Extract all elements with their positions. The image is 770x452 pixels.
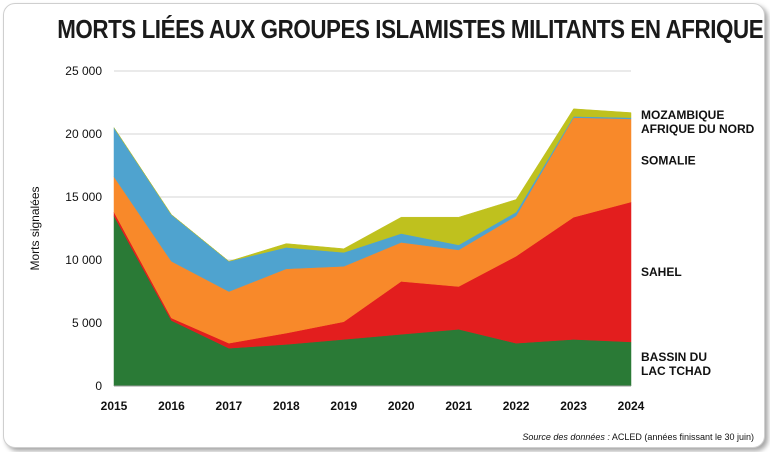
x-tick-label: 2023 (560, 399, 587, 413)
series-label: AFRIQUE DU NORD (641, 122, 755, 136)
y-tick-label: 25 000 (65, 64, 102, 78)
x-tick-label: 2018 (273, 399, 300, 413)
source-text: ACLED (années finissant le 30 juin) (609, 432, 754, 442)
y-tick-label: 20 000 (65, 127, 102, 141)
x-tick-label: 2016 (158, 399, 185, 413)
series-label: MOZAMBIQUE (641, 108, 724, 122)
x-tick-label: 2022 (503, 399, 530, 413)
chart-title: MORTS LIÉES AUX GROUPES ISLAMISTES MILIT… (57, 14, 764, 44)
y-tick-label: 15 000 (65, 190, 102, 204)
x-tick-label: 2021 (445, 399, 472, 413)
series-label: LAC TCHAD (641, 364, 711, 378)
area-mozambique (113, 108, 632, 262)
chart-frame: MORTS LIÉES AUX GROUPES ISLAMISTES MILIT… (3, 3, 765, 448)
y-tick-label: 0 (95, 379, 102, 393)
y-axis-label: Morts signalées (28, 186, 42, 270)
series-label: SOMALIE (641, 153, 696, 167)
y-tick-label: 10 000 (65, 253, 102, 267)
x-tick-label: 2024 (618, 399, 645, 413)
series-label: BASSIN DU (641, 350, 707, 364)
source-note: Source des données : ACLED (années finis… (522, 432, 754, 442)
area-chart: 0 5 000 10 000 15 000 20 000 25 000 2015 2016 20… (28, 64, 755, 413)
source-prefix: Source des données : (522, 432, 610, 442)
x-tick-label: 2015 (101, 399, 128, 413)
series-label: SAHEL (641, 265, 682, 279)
x-tick-label: 2017 (216, 399, 243, 413)
y-tick-label: 5 000 (72, 316, 102, 330)
x-tick-label: 2019 (330, 399, 357, 413)
x-tick-label: 2020 (388, 399, 415, 413)
